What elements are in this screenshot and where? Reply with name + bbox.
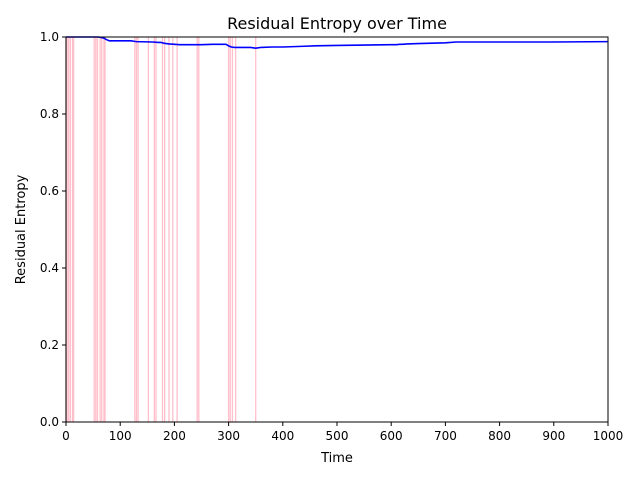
x-tick-label: 700 (434, 429, 457, 443)
x-tick-label: 200 (163, 429, 186, 443)
y-tick-label: 0.8 (40, 107, 59, 121)
x-tick-label: 100 (109, 429, 132, 443)
x-tick-label: 600 (380, 429, 403, 443)
x-tick-label: 900 (542, 429, 565, 443)
y-tick-label: 0.6 (40, 184, 59, 198)
x-axis: 0 100 200 300 400 500 600 700 800 900 1000 (62, 422, 623, 443)
x-tick-label: 800 (488, 429, 511, 443)
event-markers (65, 37, 257, 422)
data-series (66, 36, 609, 49)
y-axis-label: Residual Entropy (14, 174, 29, 284)
x-tick-label: 500 (326, 429, 349, 443)
x-axis-label: Time (320, 451, 353, 466)
chart-title: Residual Entropy over Time (227, 14, 447, 33)
y-tick-label: 0.2 (40, 338, 59, 352)
x-tick-label: 0 (62, 429, 70, 443)
x-tick-label: 400 (271, 429, 294, 443)
y-axis: 0.0 0.2 0.4 0.6 0.8 1.0 (40, 30, 66, 429)
y-tick-label: 0.0 (40, 415, 59, 429)
series-line (66, 36, 609, 49)
y-tick-label: 0.4 (40, 261, 59, 275)
x-tick-label: 300 (217, 429, 240, 443)
x-tick-label: 1000 (593, 429, 624, 443)
y-tick-label: 1.0 (40, 30, 59, 44)
